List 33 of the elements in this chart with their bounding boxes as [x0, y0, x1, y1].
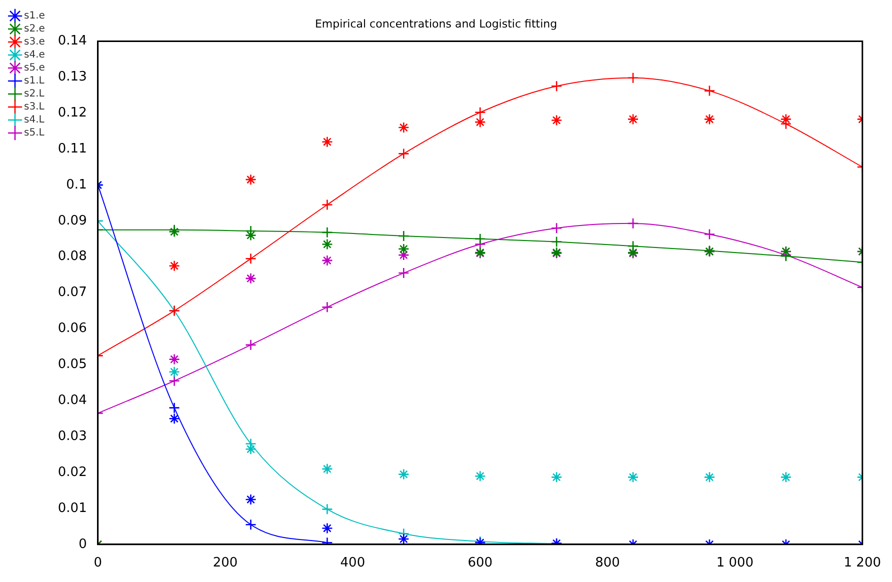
y-tick-label: 0.11: [58, 141, 87, 156]
y-tick-label: 0.07: [58, 285, 87, 300]
legend-label: s2.e: [24, 24, 45, 35]
chart-title: Empirical concentrations and Logistic fitting: [314, 17, 558, 30]
x-tick-label: 0: [94, 556, 102, 571]
legend-label: s1.e: [24, 10, 45, 22]
legend-label: s1.L: [24, 76, 45, 87]
y-tick-label: 0.01: [58, 500, 87, 516]
y-tick-label: 0.04: [58, 393, 87, 408]
legend-label: s5.L: [24, 128, 45, 139]
x-tick-label: 800: [595, 556, 620, 571]
legend-label: s4.L: [24, 114, 45, 126]
y-tick-label: 0.05: [58, 357, 87, 372]
y-tick-label: 0.14: [58, 34, 87, 49]
legend-label: s4.e: [24, 50, 45, 61]
x-tick-label: 400: [340, 556, 366, 571]
y-tick-label: 0: [78, 536, 87, 552]
legend-label: s5.e: [24, 62, 45, 74]
y-tick-label: 0.02: [58, 464, 87, 480]
x-tick-label: 200: [212, 556, 238, 571]
y-tick-label: 0.12: [58, 105, 87, 120]
legend-label: s3.e: [24, 36, 45, 48]
y-tick-label: 0.08: [58, 249, 87, 264]
y-tick-label: 0.09: [58, 213, 87, 228]
x-tick-label: 1 000: [716, 556, 754, 571]
y-tick-label: 0.1: [66, 177, 87, 192]
y-tick-label: 0.13: [58, 70, 87, 85]
legend-label: s2.L: [24, 88, 45, 100]
y-tick-label: 0.03: [58, 428, 87, 444]
y-tick-label: 0.06: [58, 321, 87, 336]
legend-label: s3.L: [24, 102, 45, 113]
x-tick-label: 600: [468, 556, 493, 571]
x-tick-label: 1 200: [844, 556, 881, 571]
